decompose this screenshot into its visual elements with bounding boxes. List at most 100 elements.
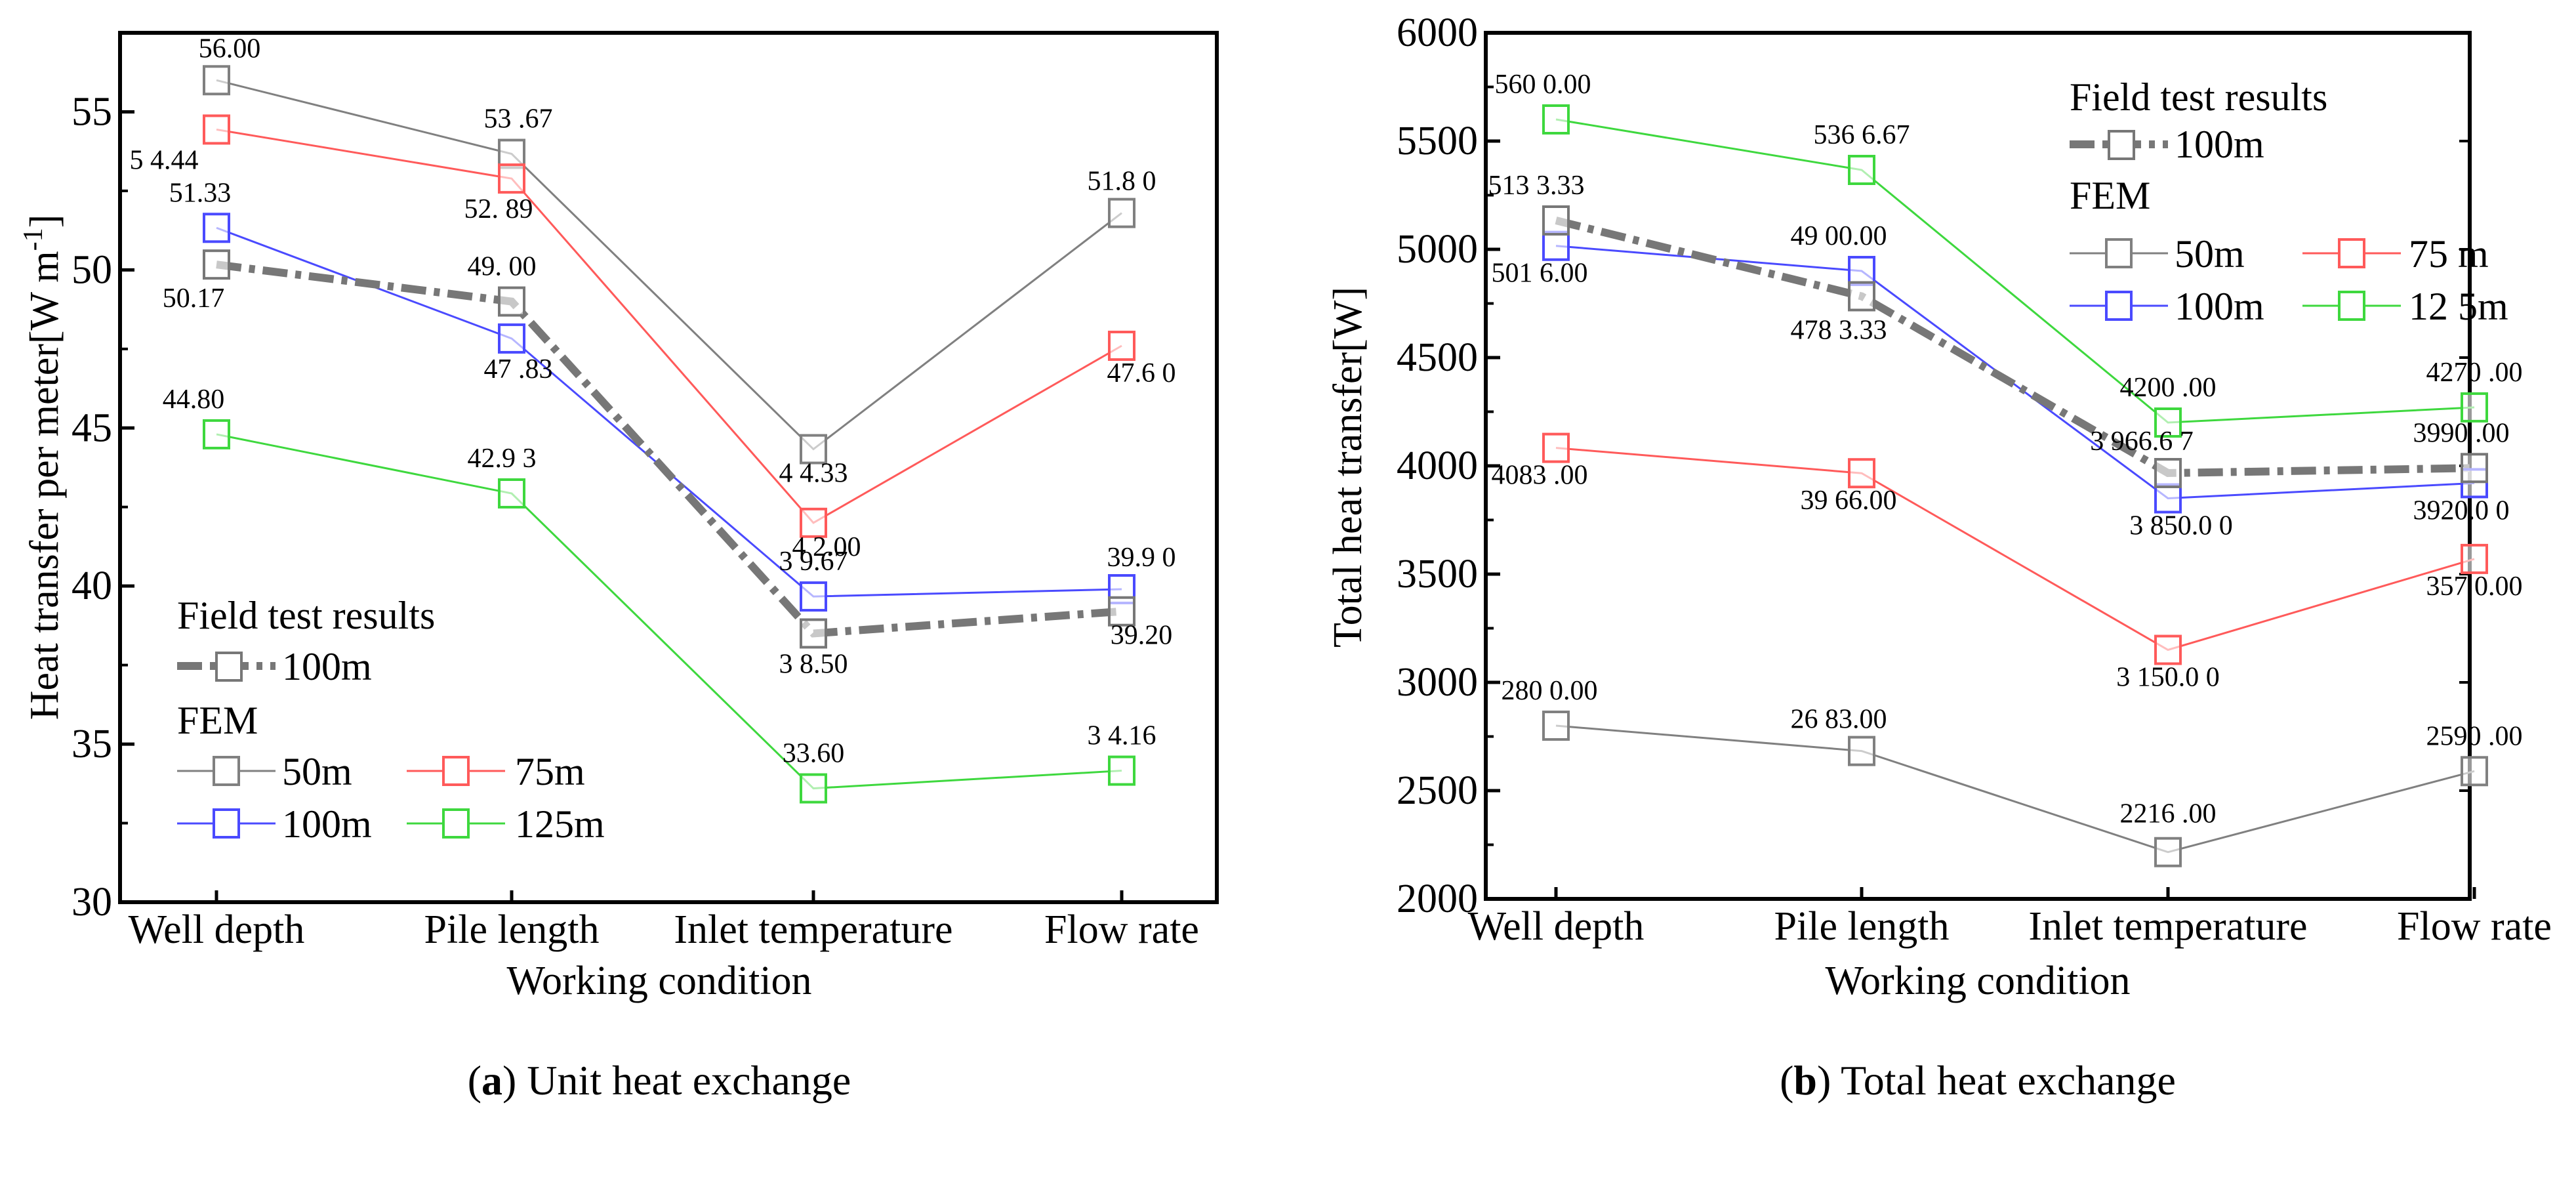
- panel-b-chart: 2000 2500 3000 3500 4000 4500 5000 5500 6000 Well…: [1326, 10, 2552, 1003]
- panel-a-point-fem_75-2: [800, 507, 827, 538]
- panel-b-x-tick-label: Flow rate: [2397, 904, 2552, 949]
- panel-b-point-fem_125-2: [2154, 407, 2182, 438]
- panel-b-series-line-fem_50: [1555, 724, 2475, 854]
- panel-a-plot-frame: [118, 31, 1219, 904]
- panel-a-point-fem_100-0: [203, 213, 230, 243]
- panel-a-legend-100m-marker: [213, 808, 240, 839]
- panel-b-y-tick-label: 3000: [1397, 660, 1478, 705]
- panel-b-legend-50m-marker: [2105, 238, 2133, 268]
- panel-b-legend-100m-label: 100m: [2175, 285, 2264, 328]
- panel-b-point-fem_50-3: [2461, 756, 2488, 787]
- panel-b-legend-100m-marker: [2105, 291, 2133, 321]
- panel-a-series-line-fem_125: [216, 433, 1122, 790]
- panel-a-x-tick-label: Inlet temperature: [674, 907, 952, 952]
- panel-a-point-fem_75-0: [203, 114, 230, 145]
- panel-a-y-tick-label: 45: [72, 405, 112, 450]
- panel-b-point-field_100-1: [1848, 281, 1875, 312]
- panel-b-point-fem_100-2: [2154, 483, 2182, 514]
- panel-b-data-label-field_100-3: 3990 .00: [2413, 418, 2510, 448]
- panel-b-y-tick-label: 5000: [1397, 227, 1478, 272]
- panel-a-data-label-fem_100-1: 47 .83: [484, 354, 553, 384]
- panel-b-legend-50m-label: 50m: [2175, 232, 2245, 276]
- panel-b-x-tick-label: Pile length: [1774, 904, 1950, 949]
- panel-a-data-label-field_100-0: 50.17: [163, 283, 225, 314]
- panel-b-point-fem_75-3: [2461, 543, 2488, 574]
- panel-b-data-label-fem_50-2: 2216 .00: [2120, 799, 2217, 829]
- panel-a-data-label-fem_100-2: 3 9.67: [779, 547, 848, 577]
- panel-b-data-label-fem_100-2: 3 850.0 0: [2129, 511, 2233, 541]
- panel-b-legend-field-marker: [2108, 130, 2135, 160]
- panel-a-point-fem_75-1: [498, 163, 525, 194]
- panel-b-data-label-fem_75-1: 39 66.00: [1801, 486, 1897, 516]
- panel-a-y-tick-label: 50: [72, 247, 112, 292]
- panel-a-legend-100m-label: 100m: [282, 802, 372, 846]
- panel-b-legend-125m-label: 12 5m: [2409, 285, 2508, 328]
- panel-a-y-tick-label: 35: [72, 722, 112, 766]
- panel-a-point-fem_125-0: [203, 419, 230, 449]
- panel-b-series-line-field_100: [1555, 217, 2475, 478]
- panel-a-series-line-fem_50: [216, 79, 1122, 451]
- panel-b-x-axis-title: Working condition: [1825, 959, 2130, 1003]
- panel-a-point-fem_125-1: [498, 478, 525, 509]
- panel-a-chart: 30 35 40 45 50 55 Well depth Pile length Inlet t…: [18, 31, 1219, 1003]
- panel-b-y-tick-label: 6000: [1397, 10, 1478, 55]
- panel-a-x-axis-title: Working condition: [506, 959, 811, 1003]
- panel-b-y-tick-label: 5500: [1397, 119, 1478, 163]
- panel-a-point-fem_50-0: [203, 65, 230, 96]
- panel-b-data-label-fem_125-0: 560 0.00: [1495, 70, 1591, 100]
- panel-a-data-label-fem_125-1: 42.9 3: [468, 444, 537, 474]
- panel-a-legend-fem-title: FEM: [177, 699, 258, 742]
- panel-a-point-fem_75-3: [1108, 331, 1135, 361]
- panel-b-point-fem_125-3: [2461, 392, 2488, 423]
- panel-a-data-label-fem_75-2: 4 2.00: [792, 532, 861, 562]
- panel-a-point-fem_125-2: [800, 773, 827, 804]
- panel-a-data-label-field_100-1: 49. 00: [468, 252, 537, 282]
- panel-a-point-fem_100-2: [800, 581, 827, 612]
- panel-a-y-axis-title: Heat transfer per meter[W m-1]: [18, 215, 67, 720]
- panel-a-legend-125m-label: 125m: [515, 802, 605, 846]
- panel-a-series-line-fem_100: [216, 226, 1122, 598]
- panel-b-legend-75m-label: 75 m: [2409, 232, 2489, 276]
- panel-b-plot-frame: [1484, 31, 2472, 901]
- panel-b-data-label-fem_75-2: 3 150.0 0: [2116, 663, 2220, 693]
- panel-a-data-label-fem_50-3: 51.8 0: [1088, 167, 1156, 197]
- panel-b-point-fem_125-0: [1542, 104, 1570, 135]
- panel-a-data-label-field_100-3: 39.20: [1111, 621, 1173, 651]
- panel-a-point-fem_50-3: [1108, 197, 1135, 228]
- panel-a-y-tick-label: 40: [72, 564, 112, 608]
- panel-a-legend-field-100m: 100m: [282, 645, 372, 688]
- panel-b-legend-field-title: Field test results: [2070, 75, 2327, 119]
- panel-b-point-field_100-3: [2461, 453, 2488, 484]
- panel-b-legend-75m-marker: [2338, 238, 2365, 268]
- caption-a: (a) Unit heat exchange: [468, 1057, 851, 1104]
- panel-a-data-label-fem_75-3: 47.6 0: [1107, 358, 1176, 388]
- panel-a-legend-75m-marker: [442, 756, 470, 786]
- panel-b-y-axis-title: Total heat transfer[W]: [1326, 287, 1370, 648]
- panel-a-series-line-field_100: [216, 260, 1122, 638]
- panel-a-y-tick-label: 55: [72, 89, 112, 134]
- panel-a-x-tick-label: Pile length: [424, 907, 600, 952]
- panel-b-y-tick-label: 2500: [1397, 768, 1478, 813]
- panel-b-data-label-fem_100-0: 501 6.00: [1492, 259, 1588, 289]
- panel-b-point-fem_50-1: [1848, 736, 1875, 766]
- panel-b-data-label-fem_50-0: 280 0.00: [1502, 676, 1598, 706]
- panel-a-data-label-fem_100-3: 39.9 0: [1107, 543, 1176, 573]
- panel-b-point-fem_75-2: [2154, 634, 2182, 665]
- panel-b-data-label-fem_50-1: 26 83.00: [1791, 705, 1887, 735]
- panel-a-legend-125m-marker: [442, 808, 470, 839]
- panel-b-legend-fem-title: FEM: [2070, 174, 2150, 217]
- panel-a-data-label-fem_100-0: 51.33: [169, 178, 232, 208]
- panel-b-legend-125m-marker: [2338, 291, 2365, 321]
- panel-a-point-field_100-3: [1108, 596, 1135, 627]
- panel-b-point-fem_100-0: [1542, 230, 1570, 261]
- panel-a-data-label-fem_125-0: 44.80: [163, 384, 225, 415]
- panel-b-data-label-fem_125-2: 4200 .00: [2120, 373, 2217, 403]
- panel-b-x-tick-label: Inlet temperature: [2028, 904, 2307, 949]
- panel-a-point-field_100-2: [800, 618, 827, 649]
- panel-b-data-label-fem_100-1: 49 00.00: [1791, 221, 1887, 251]
- panel-b-legend-field-100m: 100m: [2175, 123, 2264, 166]
- panel-a-data-label-fem_50-0: 56.00: [199, 33, 261, 64]
- panel-a-x-tick-label: Flow rate: [1044, 907, 1199, 952]
- panel-b-data-label-fem_75-0: 4083 .00: [1492, 461, 1588, 491]
- panel-a-legend-50m-marker: [213, 756, 240, 786]
